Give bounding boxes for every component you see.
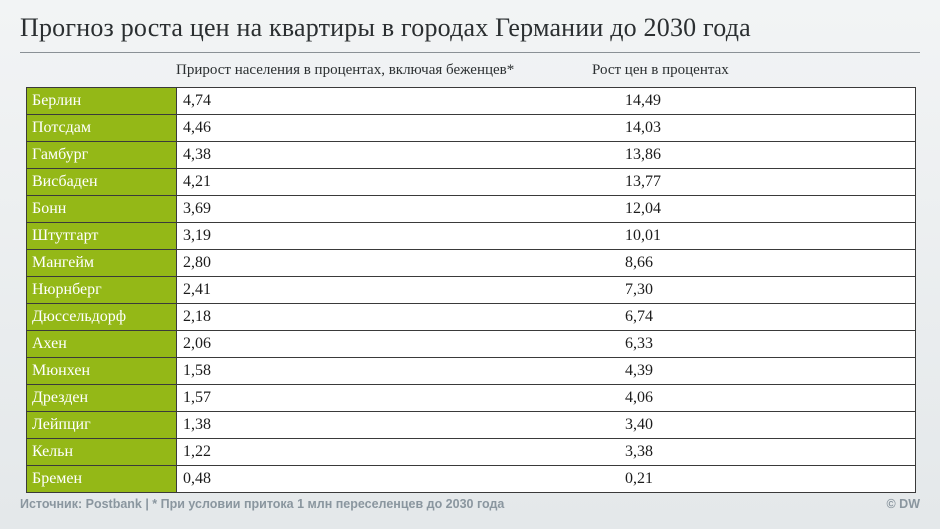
city-cell: Гамбург [26, 141, 177, 169]
population-growth-cell: 2,06 [176, 330, 615, 358]
table-row: Бремен 0,48 0,21 [26, 465, 916, 493]
price-growth-cell: 6,33 [615, 330, 916, 358]
copyright-label: © DW [886, 497, 920, 511]
city-cell: Нюрнберг [26, 276, 177, 304]
city-cell: Потсдам [26, 114, 177, 142]
table-row: Штутгарт 3,19 10,01 [26, 222, 916, 250]
population-growth-cell: 2,41 [176, 276, 615, 304]
population-growth-cell: 0,48 [176, 465, 615, 493]
population-growth-cell: 4,46 [176, 114, 615, 142]
source-note: Источник: Postbank | * При условии прито… [20, 497, 505, 511]
table-row: Кельн 1,22 3,38 [26, 438, 916, 466]
price-growth-cell: 3,40 [615, 411, 916, 439]
price-growth-cell: 12,04 [615, 195, 916, 223]
table-row: Дюссельдорф 2,18 6,74 [26, 303, 916, 331]
table-row: Бонн 3,69 12,04 [26, 195, 916, 223]
price-growth-cell: 10,01 [615, 222, 916, 250]
data-table: Берлин 4,74 14,49 Потсдам 4,46 14,03 Гамбург 4,… [26, 87, 916, 493]
table-row: Висбаден 4,21 13,77 [26, 168, 916, 196]
price-growth-cell: 8,66 [615, 249, 916, 277]
population-growth-cell: 1,38 [176, 411, 615, 439]
price-growth-cell: 6,74 [615, 303, 916, 331]
price-growth-cell: 13,86 [615, 141, 916, 169]
table-row: Гамбург 4,38 13,86 [26, 141, 916, 169]
price-growth-cell: 4,06 [615, 384, 916, 412]
price-growth-cell: 0,21 [615, 465, 916, 493]
city-cell: Берлин [26, 87, 177, 115]
city-cell: Мюнхен [26, 357, 177, 385]
table-row: Мангейм 2,80 8,66 [26, 249, 916, 277]
population-growth-cell: 3,19 [176, 222, 615, 250]
table-row: Мюнхен 1,58 4,39 [26, 357, 916, 385]
table-row: Берлин 4,74 14,49 [26, 87, 916, 115]
population-growth-cell: 1,57 [176, 384, 615, 412]
city-cell: Дрезден [26, 384, 177, 412]
column-header-population: Прирост населения в процентах, включая б… [176, 62, 515, 78]
price-growth-cell: 3,38 [615, 438, 916, 466]
table-body: Берлин 4,74 14,49 Потсдам 4,46 14,03 Гамбург 4,… [26, 87, 916, 493]
population-growth-cell: 2,18 [176, 303, 615, 331]
city-cell: Штутгарт [26, 222, 177, 250]
column-header-price: Рост цен в процентах [592, 62, 729, 78]
price-growth-cell: 14,49 [615, 87, 916, 115]
chart-title: Прогноз роста цен на квартиры в городах … [20, 13, 751, 42]
table-row: Ахен 2,06 6,33 [26, 330, 916, 358]
title-divider [20, 52, 920, 53]
city-cell: Ахен [26, 330, 177, 358]
city-cell: Бонн [26, 195, 177, 223]
population-growth-cell: 1,58 [176, 357, 615, 385]
city-cell: Мангейм [26, 249, 177, 277]
price-growth-cell: 13,77 [615, 168, 916, 196]
table-row: Потсдам 4,46 14,03 [26, 114, 916, 142]
population-growth-cell: 4,21 [176, 168, 615, 196]
price-growth-cell: 7,30 [615, 276, 916, 304]
table-row: Дрезден 1,57 4,06 [26, 384, 916, 412]
table-row: Нюрнберг 2,41 7,30 [26, 276, 916, 304]
city-cell: Висбаден [26, 168, 177, 196]
population-growth-cell: 3,69 [176, 195, 615, 223]
population-growth-cell: 1,22 [176, 438, 615, 466]
population-growth-cell: 2,80 [176, 249, 615, 277]
price-growth-cell: 4,39 [615, 357, 916, 385]
price-growth-cell: 14,03 [615, 114, 916, 142]
city-cell: Лейпциг [26, 411, 177, 439]
city-cell: Дюссельдорф [26, 303, 177, 331]
population-growth-cell: 4,38 [176, 141, 615, 169]
table-row: Лейпциг 1,38 3,40 [26, 411, 916, 439]
city-cell: Бремен [26, 465, 177, 493]
city-cell: Кельн [26, 438, 177, 466]
population-growth-cell: 4,74 [176, 87, 615, 115]
